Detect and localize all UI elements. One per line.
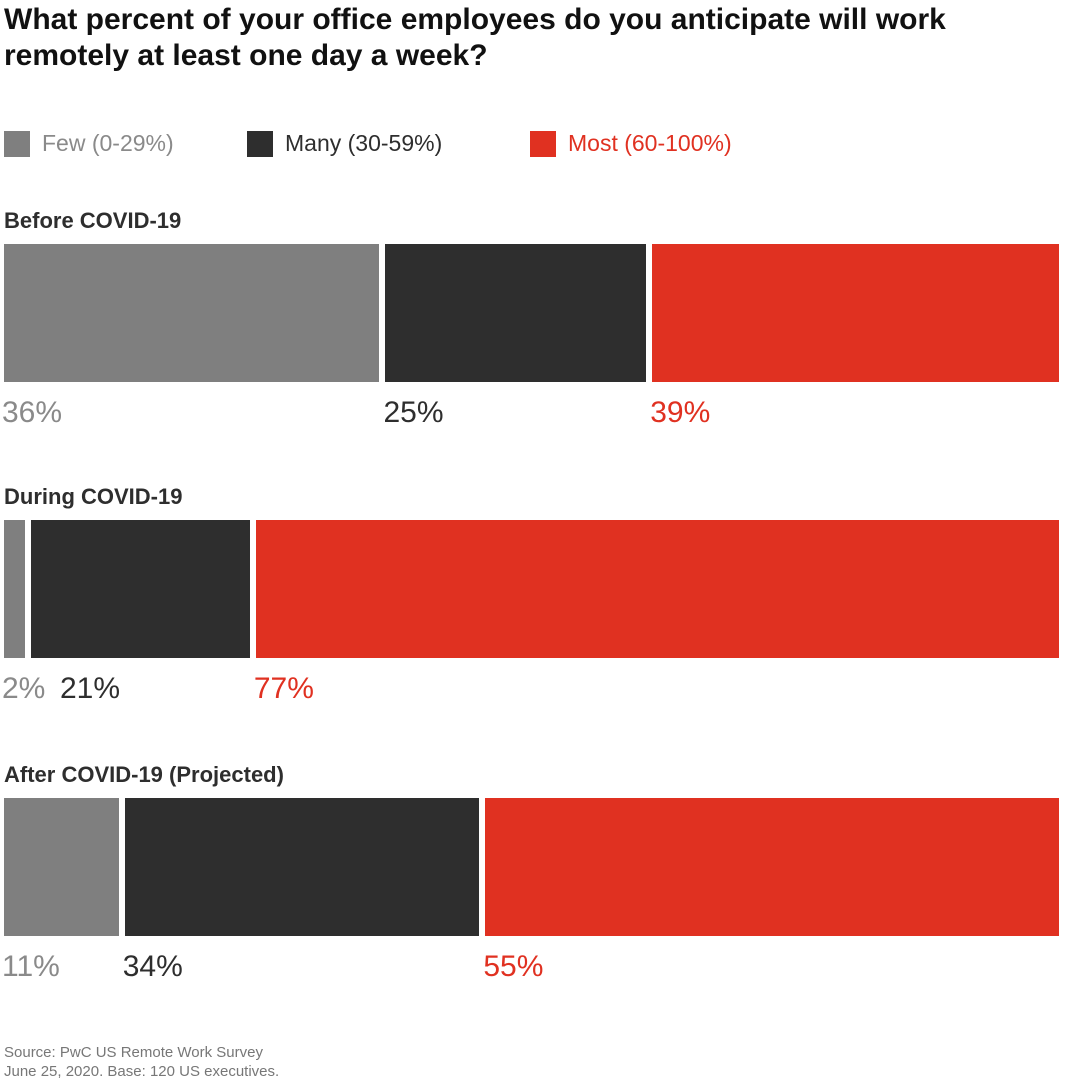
- bar-before-most: [652, 244, 1059, 382]
- value-label-before-many: 25%: [383, 396, 444, 429]
- bar-before-few: [4, 244, 380, 382]
- bar-after-most: [485, 798, 1059, 936]
- bar-during-most: [255, 520, 1059, 658]
- source-date-base: June 25, 2020. Base: 120 US executives.: [4, 1063, 280, 1080]
- legend-label-most: Most (60-100%): [568, 130, 732, 156]
- group-label-before: Before COVID-19: [4, 208, 182, 233]
- value-label-before-few: 36%: [2, 396, 63, 429]
- bar-during-few: [4, 520, 25, 658]
- value-label-during-few: 2%: [2, 672, 46, 705]
- group-label-after: After COVID-19 (Projected): [4, 762, 284, 787]
- legend-swatch-many: [247, 131, 273, 157]
- legend-label-few: Few (0-29%): [42, 130, 174, 156]
- legend-swatch-most: [530, 131, 556, 157]
- value-label-after-few: 11%: [2, 950, 60, 983]
- bar-before-many: [385, 244, 647, 382]
- bar-after-few: [4, 798, 119, 936]
- bar-after-many: [124, 798, 480, 936]
- legend-swatch-few: [4, 131, 30, 157]
- group-label-during: During COVID-19: [4, 484, 183, 509]
- source-line: Source: PwC US Remote Work Survey: [4, 1044, 263, 1061]
- value-label-during-most: 77%: [253, 672, 314, 705]
- value-label-before-most: 39%: [650, 396, 711, 429]
- value-label-after-many: 34%: [122, 950, 183, 983]
- chart-title: What percent of your office employees do…: [4, 3, 946, 72]
- value-label-during-many: 21%: [60, 672, 121, 705]
- source-note: Source: PwC US Remote Work Survey June 2…: [4, 1043, 279, 1081]
- value-label-after-most: 55%: [483, 950, 544, 983]
- bar-during-many: [30, 520, 250, 658]
- legend-label-many: Many (30-59%): [285, 130, 443, 156]
